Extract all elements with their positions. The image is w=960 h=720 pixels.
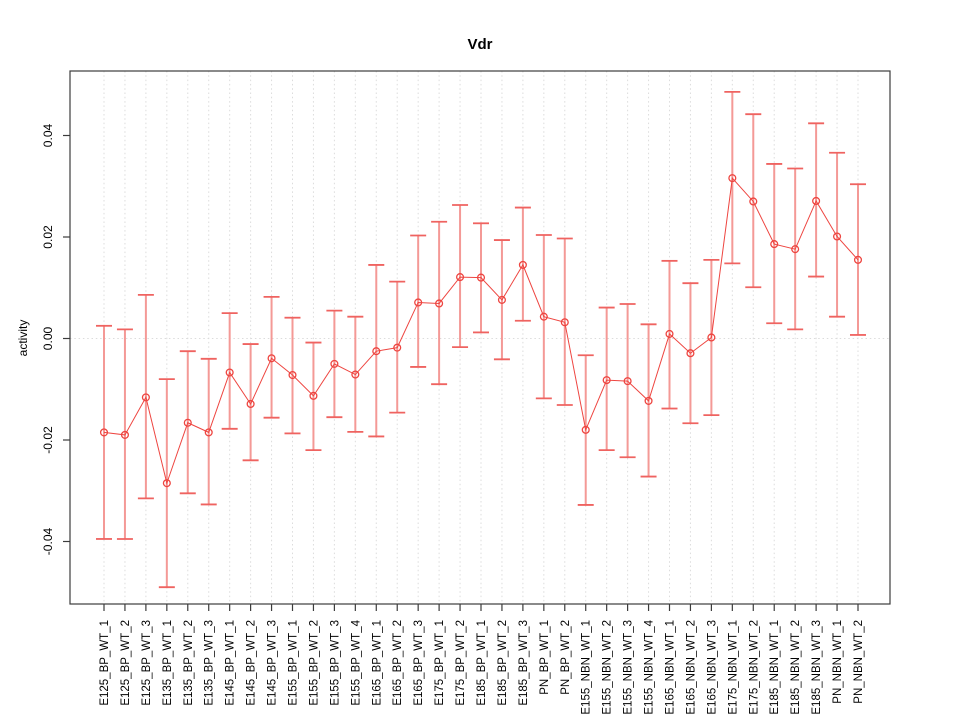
data-point bbox=[351, 370, 360, 379]
x-tick-label: E185_NBN_WT_2 bbox=[790, 620, 802, 715]
data-point bbox=[623, 377, 632, 386]
data-point bbox=[330, 359, 339, 368]
data-point bbox=[602, 376, 611, 385]
x-tick-label: E125_BP_WT_1 bbox=[99, 620, 111, 706]
data-point bbox=[204, 428, 213, 437]
y-tick-label: 0.02 bbox=[41, 225, 55, 249]
x-tick-label: E165_NBN_WT_3 bbox=[706, 620, 718, 715]
y-tick-label: -0.04 bbox=[41, 528, 55, 556]
x-tick-label: E145_BP_WT_2 bbox=[246, 620, 258, 706]
x-tick-label: E155_NBN_WT_1 bbox=[581, 620, 593, 715]
data-point bbox=[141, 393, 150, 402]
data-point bbox=[560, 318, 569, 327]
data-point bbox=[707, 333, 716, 342]
data-point bbox=[393, 343, 402, 352]
x-tick-label: E185_BP_WT_3 bbox=[518, 620, 530, 706]
x-tick-label: E155_NBN_WT_3 bbox=[623, 620, 635, 715]
x-tick-label: E175_BP_WT_2 bbox=[455, 620, 467, 706]
data-point bbox=[288, 370, 297, 380]
data-point bbox=[665, 329, 674, 338]
data-point bbox=[414, 298, 423, 307]
x-tick-label: PN_BP_WT_1 bbox=[539, 620, 551, 695]
x-tick-label: E155_BP_WT_1 bbox=[288, 620, 300, 706]
x-tick-label: E145_BP_WT_1 bbox=[225, 620, 237, 706]
data-point bbox=[435, 299, 444, 308]
chart-title: Vdr bbox=[467, 36, 492, 53]
x-tick-label: E185_BP_WT_2 bbox=[497, 620, 509, 706]
data-point bbox=[791, 245, 800, 254]
x-tick-label: E135_BP_WT_1 bbox=[162, 620, 174, 706]
data-point bbox=[833, 232, 842, 241]
y-tick-label: -0.02 bbox=[41, 426, 55, 454]
x-tick-label: E155_BP_WT_3 bbox=[329, 620, 341, 706]
x-tick-label: E165_BP_WT_2 bbox=[392, 620, 404, 706]
x-tick-label: E135_BP_WT_3 bbox=[204, 620, 216, 706]
x-tick-label: E125_BP_WT_2 bbox=[120, 620, 132, 706]
data-point bbox=[162, 479, 171, 488]
plot-box bbox=[69, 70, 891, 605]
x-tick-label: E135_BP_WT_2 bbox=[183, 620, 195, 706]
data-point bbox=[853, 255, 863, 264]
data-point bbox=[728, 174, 737, 183]
data-point bbox=[456, 273, 465, 282]
x-tick-label: PN_BP_WT_2 bbox=[560, 620, 572, 695]
data-point bbox=[581, 425, 590, 434]
data-point bbox=[99, 428, 109, 437]
x-tick-label: E165_NBN_WT_1 bbox=[665, 620, 677, 715]
data-point bbox=[518, 260, 527, 269]
data-point bbox=[183, 418, 192, 427]
data-point bbox=[246, 399, 255, 409]
x-tick-label: E155_BP_WT_2 bbox=[308, 620, 320, 706]
data-point bbox=[372, 347, 381, 356]
x-tick-label: E175_NBN_WT_2 bbox=[748, 620, 760, 715]
data-point bbox=[770, 240, 779, 249]
x-tick-label: E185_NBN_WT_3 bbox=[811, 620, 823, 715]
data-point bbox=[644, 396, 653, 405]
x-tick-label: E175_BP_WT_1 bbox=[434, 620, 446, 706]
x-tick-label: E175_NBN_WT_1 bbox=[727, 620, 739, 715]
x-tick-label: E155_NBN_WT_2 bbox=[602, 620, 614, 715]
data-point bbox=[120, 430, 129, 439]
x-tick-label: PN_NBN_WT_1 bbox=[832, 620, 844, 704]
x-tick-label: E155_NBN_WT_4 bbox=[644, 619, 656, 714]
data-point bbox=[267, 354, 276, 363]
x-tick-label: E185_NBN_WT_1 bbox=[769, 620, 781, 715]
y-axis-label: activity bbox=[16, 320, 30, 357]
data-point bbox=[476, 273, 486, 282]
x-tick-label: E145_BP_WT_3 bbox=[267, 620, 279, 706]
x-tick-label: E185_BP_WT_1 bbox=[476, 620, 488, 706]
x-tick-label: E125_BP_WT_3 bbox=[141, 620, 153, 706]
x-tick-label: E155_BP_WT_4 bbox=[350, 619, 362, 705]
data-point bbox=[309, 391, 318, 400]
series-line bbox=[103, 176, 859, 485]
y-tick-label: 0.04 bbox=[41, 123, 55, 147]
x-tick-label: E165_NBN_WT_2 bbox=[685, 620, 697, 715]
data-point bbox=[539, 312, 548, 321]
x-tick-label: E165_BP_WT_3 bbox=[413, 620, 425, 706]
data-point bbox=[225, 368, 234, 377]
x-tick-label: PN_NBN_WT_2 bbox=[853, 620, 865, 704]
data-point bbox=[749, 197, 758, 206]
data-point bbox=[497, 295, 506, 304]
data-point bbox=[812, 196, 821, 206]
data-point bbox=[686, 349, 695, 358]
y-tick-label: 0.00 bbox=[41, 326, 55, 350]
x-tick-label: E165_BP_WT_1 bbox=[371, 620, 383, 706]
